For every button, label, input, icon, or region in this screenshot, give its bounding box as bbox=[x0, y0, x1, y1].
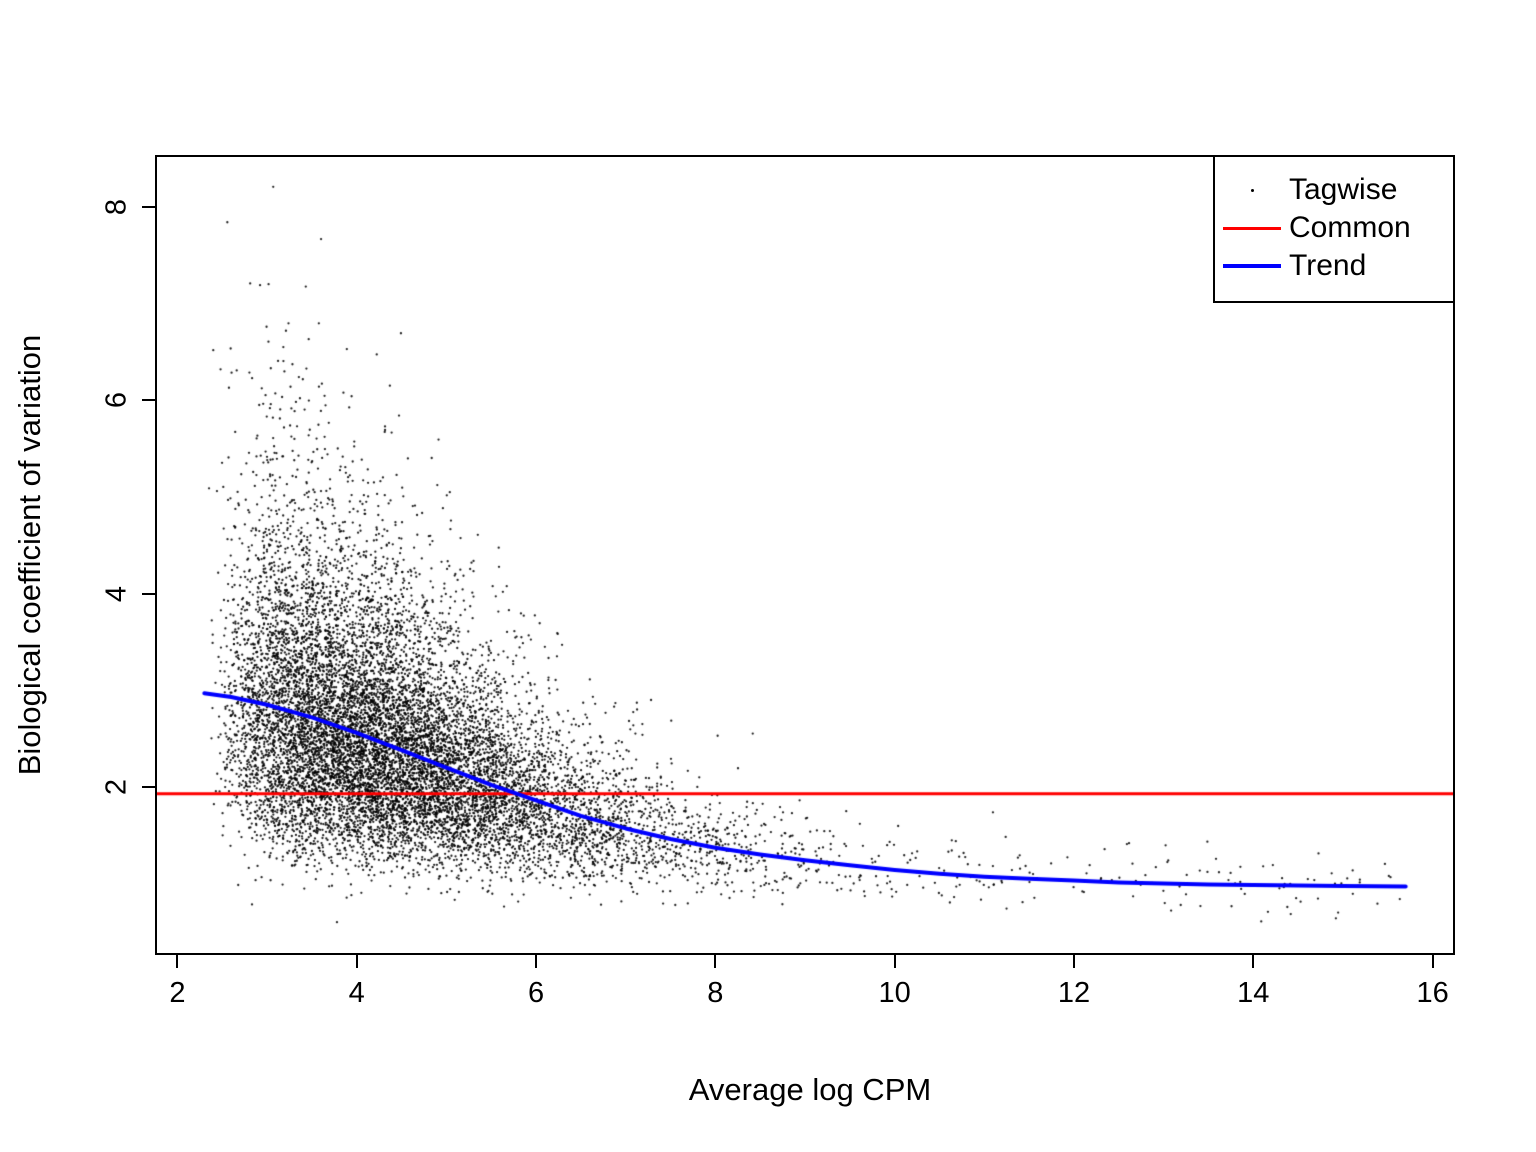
x-tick-mark bbox=[1252, 955, 1255, 968]
y-tick-label: 4 bbox=[100, 585, 133, 602]
x-tick-label: 16 bbox=[1416, 977, 1449, 1009]
y-tick-mark bbox=[142, 785, 155, 788]
legend-label-trend: Trend bbox=[1289, 249, 1367, 282]
y-tick-mark bbox=[142, 399, 155, 402]
y-tick-label: 2 bbox=[100, 778, 133, 795]
x-tick-label: 14 bbox=[1237, 977, 1270, 1009]
trend-line-icon bbox=[1215, 264, 1289, 268]
y-tick-mark bbox=[142, 206, 155, 209]
x-tick-label: 12 bbox=[1057, 977, 1091, 1009]
y-tick-label: 8 bbox=[100, 199, 133, 216]
x-tick-mark bbox=[1431, 955, 1434, 968]
x-tick-mark bbox=[714, 955, 717, 968]
x-tick-label: 2 bbox=[169, 977, 186, 1009]
x-tick-label: 4 bbox=[348, 977, 365, 1009]
x-tick-label: 8 bbox=[707, 977, 724, 1009]
legend-item-tagwise: Tagwise bbox=[1215, 171, 1453, 209]
x-axis-label: Average log CPM bbox=[688, 1072, 932, 1107]
x-tick-mark bbox=[893, 955, 896, 968]
x-tick-label: 6 bbox=[527, 977, 545, 1009]
legend-label-common: Common bbox=[1289, 211, 1411, 244]
tagwise-point-icon bbox=[1215, 188, 1289, 192]
legend-box: Tagwise Common Trend bbox=[1213, 155, 1455, 303]
y-tick-label: 6 bbox=[100, 392, 133, 409]
legend-item-common: Common bbox=[1215, 209, 1453, 247]
common-line-icon bbox=[1215, 226, 1289, 230]
y-tick-mark bbox=[142, 592, 155, 595]
legend-item-trend: Trend bbox=[1215, 247, 1453, 285]
x-tick-mark bbox=[1072, 955, 1075, 968]
x-tick-mark bbox=[535, 955, 538, 968]
y-axis-label: Biological coefficient of variation bbox=[12, 334, 47, 776]
x-tick-label: 10 bbox=[878, 977, 911, 1009]
legend-label-tagwise: Tagwise bbox=[1289, 173, 1398, 206]
x-tick-mark bbox=[176, 955, 179, 968]
x-tick-mark bbox=[355, 955, 358, 968]
